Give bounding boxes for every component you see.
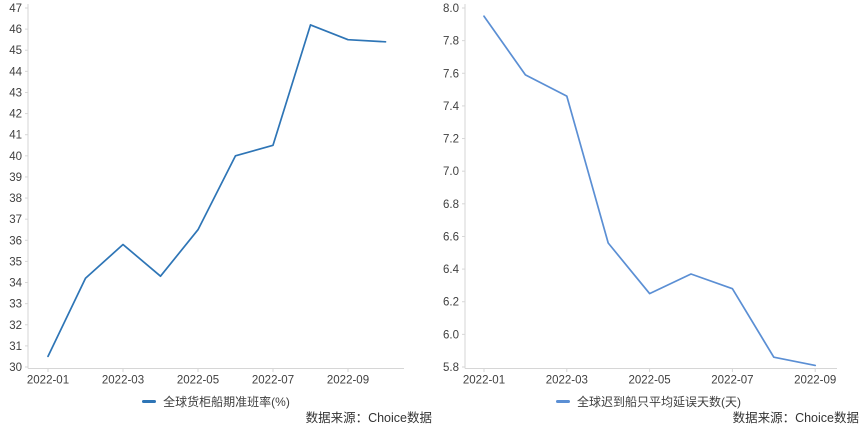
- svg-text:2022-05: 2022-05: [628, 375, 670, 387]
- delay-days-chart-panel: 8.0 7.8 7.6 7.4 7.2 7.0 6.8 6.6 6.4 6.2 6.0 5.8 2022…: [432, 0, 865, 432]
- svg-text:39: 39: [9, 172, 22, 184]
- svg-text:30: 30: [9, 362, 22, 374]
- svg-text:2022-01: 2022-01: [463, 375, 505, 387]
- svg-text:2022-09: 2022-09: [794, 375, 836, 387]
- svg-text:6.6: 6.6: [443, 231, 459, 243]
- delay-days-chart-plot: 8.0 7.8 7.6 7.4 7.2 7.0 6.8 6.6 6.4 6.2 6.0 5.8 2022…: [443, 3, 837, 387]
- svg-text:6.4: 6.4: [443, 264, 460, 276]
- svg-text:40: 40: [9, 151, 22, 163]
- svg-text:42: 42: [9, 109, 22, 121]
- svg-text:8.0: 8.0: [443, 3, 459, 15]
- svg-text:46: 46: [9, 24, 22, 36]
- svg-text:2022-03: 2022-03: [546, 375, 588, 387]
- svg-text:35: 35: [9, 256, 22, 268]
- svg-text:5.8: 5.8: [443, 362, 459, 374]
- svg-text:6.8: 6.8: [443, 199, 459, 211]
- svg-text:38: 38: [9, 193, 22, 205]
- svg-text:2022-03: 2022-03: [102, 375, 144, 387]
- punctuality-chart-plot: 47 46 45 44 43 42 41 40 39 38 37 36 35 34 33 32 31 30 2022…: [9, 3, 404, 387]
- svg-text:32: 32: [9, 320, 22, 332]
- data-source-note: 数据来源：Choice数据: [305, 411, 432, 425]
- svg-text:7.6: 7.6: [443, 68, 459, 80]
- svg-text:2022-07: 2022-07: [711, 375, 753, 387]
- svg-text:6.0: 6.0: [443, 329, 459, 341]
- svg-text:2022-05: 2022-05: [177, 375, 219, 387]
- svg-text:43: 43: [9, 87, 22, 99]
- svg-text:2022-07: 2022-07: [252, 375, 294, 387]
- legend-label: 全球货柜船期准班率(%): [163, 395, 290, 409]
- legend-line-marker: [142, 400, 157, 403]
- svg-text:45: 45: [9, 45, 22, 57]
- svg-text:41: 41: [9, 130, 22, 142]
- svg-text:36: 36: [9, 235, 22, 247]
- svg-text:2022-01: 2022-01: [27, 375, 69, 387]
- data-source-note: 数据来源：Choice数据: [732, 411, 859, 425]
- delay-days-chart-legend: 全球迟到船只平均延误天数(天): [432, 393, 865, 410]
- svg-text:7.4: 7.4: [443, 101, 460, 113]
- legend-line-marker: [556, 400, 570, 403]
- svg-text:6.2: 6.2: [443, 297, 459, 309]
- svg-text:7.8: 7.8: [443, 36, 459, 48]
- svg-text:44: 44: [9, 66, 22, 78]
- svg-text:7.2: 7.2: [443, 134, 459, 146]
- svg-text:7.0: 7.0: [443, 166, 459, 178]
- punctuality-chart-legend: 全球货柜船期准班率(%): [0, 393, 432, 410]
- svg-text:31: 31: [9, 341, 22, 353]
- svg-text:34: 34: [9, 278, 22, 290]
- svg-text:2022-09: 2022-09: [327, 375, 369, 387]
- svg-text:33: 33: [9, 299, 22, 311]
- legend-label: 全球迟到船只平均延误天数(天): [577, 395, 741, 409]
- svg-text:37: 37: [9, 214, 22, 226]
- punctuality-chart-panel: 47 46 45 44 43 42 41 40 39 38 37 36 35 34 33 32 31 30 2022…: [0, 0, 432, 432]
- svg-text:47: 47: [9, 3, 22, 15]
